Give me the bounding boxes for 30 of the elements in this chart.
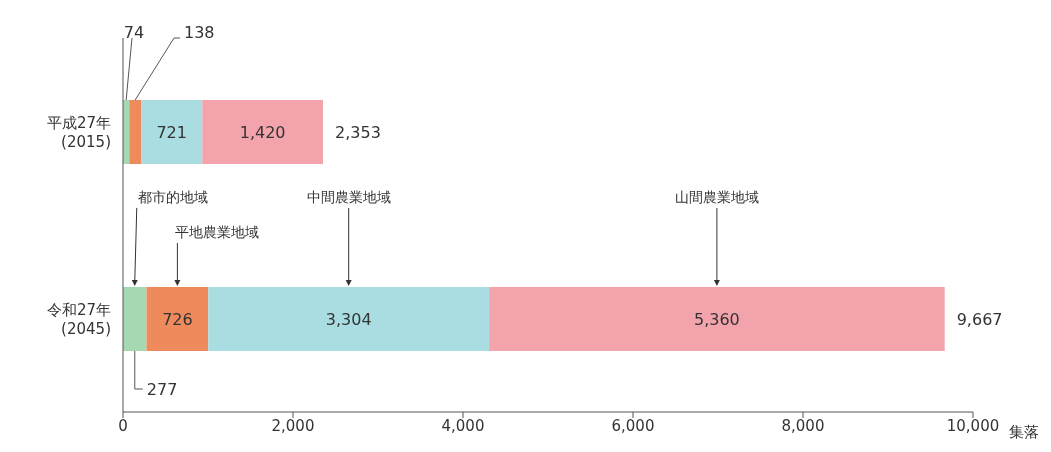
x-tick-label: 10,000 <box>946 416 1000 435</box>
x-tick-label: 8,000 <box>781 416 825 435</box>
bar <box>141 100 203 164</box>
x-axis-title: 集落 <box>1009 423 1039 441</box>
series-label: 都市的地域 <box>137 189 208 205</box>
bar <box>123 287 147 351</box>
text: 山間農業地域 <box>674 189 759 205</box>
bar <box>202 100 324 164</box>
data-label: 74 <box>123 23 145 42</box>
bar <box>489 287 945 351</box>
data-label: 5,360 <box>693 310 740 329</box>
x-tick-label: 4,000 <box>441 416 485 435</box>
data-label: 3,304 <box>325 310 372 329</box>
data-label: 726 <box>162 310 193 329</box>
x-tick-label: 6,000 <box>611 416 655 435</box>
text: 中間農業地域 <box>306 189 391 205</box>
data-label: 1,420 <box>239 123 286 142</box>
bar <box>146 287 209 351</box>
data-label: 138 <box>184 23 215 42</box>
y-tick-label: 令和27年 (2045) <box>46 300 111 338</box>
y-tick-label: 平成27年 (2015) <box>46 113 111 151</box>
total-label: 2,353 <box>335 123 381 142</box>
bar <box>129 100 142 164</box>
bar <box>208 287 490 351</box>
total-label: 9,667 <box>956 310 1003 329</box>
data-label: 277 <box>146 380 178 399</box>
x-tick-label: 2,000 <box>271 416 315 435</box>
text: 平地農業地域 <box>175 224 260 240</box>
data-label: 721 <box>156 123 187 142</box>
x-tick-label: 0 <box>118 416 128 435</box>
